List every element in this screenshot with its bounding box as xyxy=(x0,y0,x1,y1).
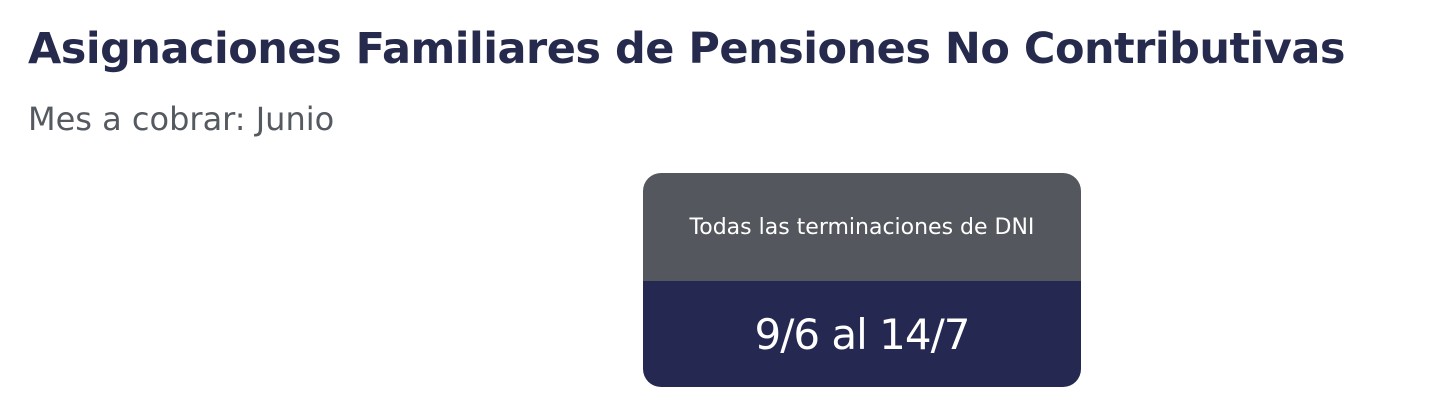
payment-schedule-card: Todas las terminaciones de DNI 9/6 al 14… xyxy=(643,173,1081,387)
page-subtitle: Mes a cobrar: Junio xyxy=(28,100,335,138)
page-title: Asignaciones Familiares de Pensiones No … xyxy=(28,24,1345,74)
card-header: Todas las terminaciones de DNI xyxy=(643,173,1081,281)
card-dates: 9/6 al 14/7 xyxy=(643,281,1081,387)
